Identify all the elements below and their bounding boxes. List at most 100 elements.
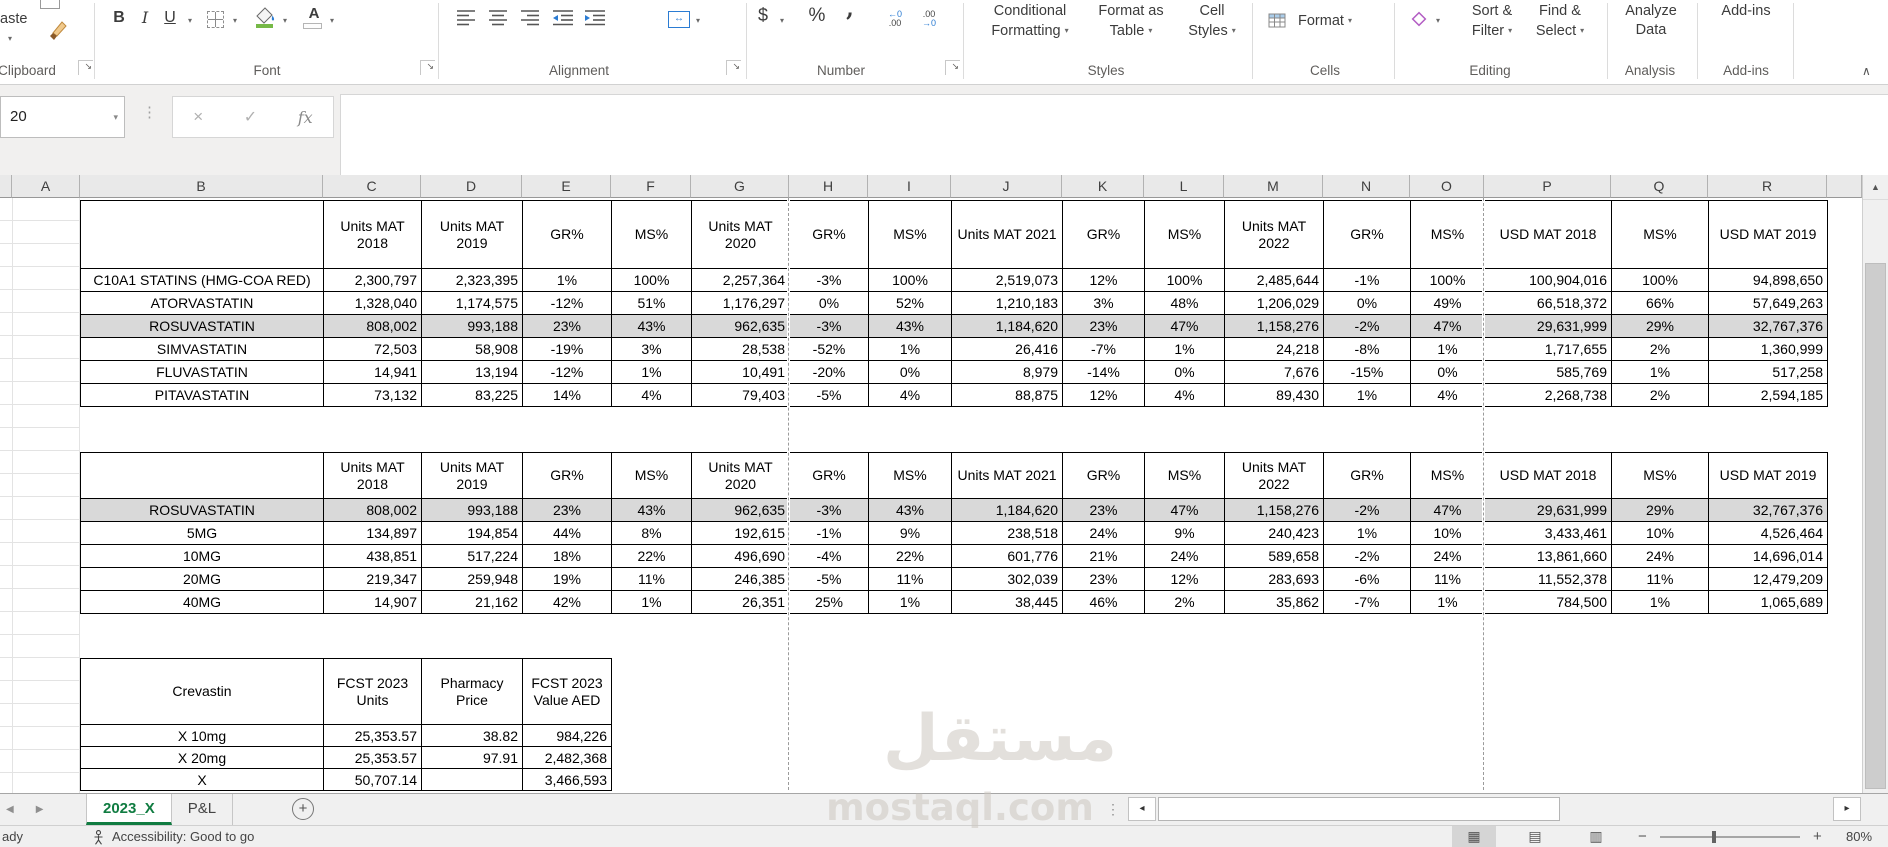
cell[interactable]: 4%: [611, 383, 692, 407]
cell[interactable]: 58,908: [421, 337, 523, 361]
cell[interactable]: 47%: [1144, 498, 1225, 522]
cell[interactable]: [421, 768, 523, 791]
increase-decimal-button[interactable]: ←0 .00: [887, 9, 902, 28]
cancel-icon[interactable]: ×: [193, 107, 204, 126]
decrease-indent-icon[interactable]: [552, 9, 574, 27]
sort-filter-button[interactable]: Sort & Filter ▾: [1471, 3, 1513, 39]
cell[interactable]: 1,184,620: [951, 314, 1063, 338]
row-label-cell[interactable]: SIMVASTATIN: [80, 337, 324, 361]
cell[interactable]: 97.91: [421, 746, 523, 769]
cell[interactable]: 14,941: [323, 360, 422, 384]
cell[interactable]: 1%: [1323, 383, 1411, 407]
cell[interactable]: 1,328,040: [323, 291, 422, 315]
cell[interactable]: 22%: [868, 544, 952, 568]
column-header-P[interactable]: P: [1484, 175, 1611, 198]
cell[interactable]: 48%: [1144, 291, 1225, 315]
cell[interactable]: 51%: [611, 291, 692, 315]
cell[interactable]: 66%: [1611, 291, 1709, 315]
row-label-cell[interactable]: C10A1 STATINS (HMG-COA RED): [80, 268, 324, 292]
cell[interactable]: 47%: [1410, 314, 1485, 338]
row-label-cell[interactable]: ATORVASTATIN: [80, 291, 324, 315]
cell[interactable]: -4%: [789, 544, 869, 568]
cell[interactable]: 194,854: [421, 521, 523, 545]
cell[interactable]: 517,224: [421, 544, 523, 568]
cell[interactable]: 72,503: [323, 337, 422, 361]
cell[interactable]: 1%: [1144, 337, 1225, 361]
cell[interactable]: 25,353.57: [323, 746, 422, 769]
chevron-down-icon[interactable]: ▾: [696, 16, 701, 25]
italic-button[interactable]: I: [141, 8, 149, 27]
cell[interactable]: 23%: [1062, 498, 1145, 522]
cell[interactable]: 1,184,620: [951, 498, 1063, 522]
cell[interactable]: 43%: [868, 498, 952, 522]
collapse-ribbon-icon[interactable]: ∧: [1862, 64, 1871, 78]
cell[interactable]: 100%: [1144, 268, 1225, 292]
cell[interactable]: 238,518: [951, 521, 1063, 545]
chevron-down-icon[interactable]: ▾: [8, 34, 13, 43]
cell[interactable]: 517,258: [1708, 360, 1828, 384]
cell[interactable]: 11%: [1611, 567, 1709, 591]
cell[interactable]: 22%: [611, 544, 692, 568]
cell[interactable]: 0%: [1144, 360, 1225, 384]
merge-center-icon[interactable]: ↔: [668, 11, 690, 28]
cell[interactable]: 88,875: [951, 383, 1063, 407]
scroll-up-icon[interactable]: ▲: [1863, 175, 1888, 200]
cell[interactable]: 13,194: [421, 360, 523, 384]
cell[interactable]: 2,268,738: [1484, 383, 1612, 407]
row-label-cell[interactable]: ROSUVASTATIN: [80, 314, 324, 338]
cell[interactable]: 1%: [868, 590, 952, 614]
conditional-formatting-button[interactable]: Conditional Formatting ▾: [991, 3, 1069, 39]
zoom-out-icon[interactable]: −: [1638, 828, 1647, 845]
cell[interactable]: 24%: [1611, 544, 1709, 568]
borders-icon[interactable]: [207, 11, 224, 28]
row-label-cell[interactable]: X 10mg: [80, 724, 324, 747]
cell[interactable]: 10%: [1611, 521, 1709, 545]
format-as-table-button[interactable]: Format as Table ▾: [1098, 3, 1164, 39]
cell[interactable]: -20%: [789, 360, 869, 384]
add-ins-button[interactable]: Add-ins: [1721, 3, 1771, 19]
cell[interactable]: 24%: [1410, 544, 1485, 568]
cell[interactable]: 1%: [1323, 521, 1411, 545]
cell[interactable]: 4%: [1410, 383, 1485, 407]
zoom-slider[interactable]: [1660, 836, 1800, 838]
column-header-F[interactable]: F: [611, 175, 691, 198]
cell[interactable]: 4%: [1144, 383, 1225, 407]
cell[interactable]: 100%: [611, 268, 692, 292]
zoom-slider-thumb[interactable]: [1712, 831, 1716, 843]
alignment-dialog-launcher-icon[interactable]: ↘: [726, 60, 741, 75]
vertical-scrollbar[interactable]: ▲: [1862, 175, 1888, 793]
cell[interactable]: 25%: [789, 590, 869, 614]
cell[interactable]: 43%: [611, 314, 692, 338]
cell[interactable]: 0%: [1410, 360, 1485, 384]
cell[interactable]: 993,188: [421, 314, 523, 338]
cell[interactable]: 283,693: [1224, 567, 1324, 591]
cell[interactable]: 1,210,183: [951, 291, 1063, 315]
cell[interactable]: 1,174,575: [421, 291, 523, 315]
cell[interactable]: 438,851: [323, 544, 422, 568]
cell[interactable]: 192,615: [691, 521, 790, 545]
cell[interactable]: 1,717,655: [1484, 337, 1612, 361]
cell[interactable]: 29%: [1611, 498, 1709, 522]
cell[interactable]: 12%: [1062, 268, 1145, 292]
column-header-N[interactable]: N: [1323, 175, 1410, 198]
cell[interactable]: 601,776: [951, 544, 1063, 568]
cell[interactable]: 7,676: [1224, 360, 1324, 384]
cell[interactable]: 219,347: [323, 567, 422, 591]
number-dialog-launcher-icon[interactable]: ↘: [945, 60, 960, 75]
cell[interactable]: 962,635: [691, 314, 790, 338]
column-header-B[interactable]: B: [80, 175, 323, 198]
normal-view-button[interactable]: ▦: [1452, 826, 1496, 847]
chevron-down-icon[interactable]: ▾: [1436, 16, 1441, 25]
chevron-down-icon[interactable]: ▾: [780, 16, 785, 25]
column-header-G[interactable]: G: [691, 175, 789, 198]
clear-eraser-icon[interactable]: [1410, 10, 1428, 28]
cell[interactable]: 52%: [868, 291, 952, 315]
column-header-Q[interactable]: Q: [1611, 175, 1708, 198]
insert-function-icon[interactable]: fx: [297, 107, 313, 127]
chevron-down-icon[interactable]: ▾: [283, 16, 288, 25]
zoom-in-icon[interactable]: +: [1813, 828, 1822, 845]
find-select-button[interactable]: Find & Select ▾: [1535, 3, 1585, 39]
chevron-down-icon[interactable]: ▾: [113, 112, 118, 122]
font-color-icon[interactable]: A: [308, 5, 320, 22]
cell[interactable]: 2,519,073: [951, 268, 1063, 292]
